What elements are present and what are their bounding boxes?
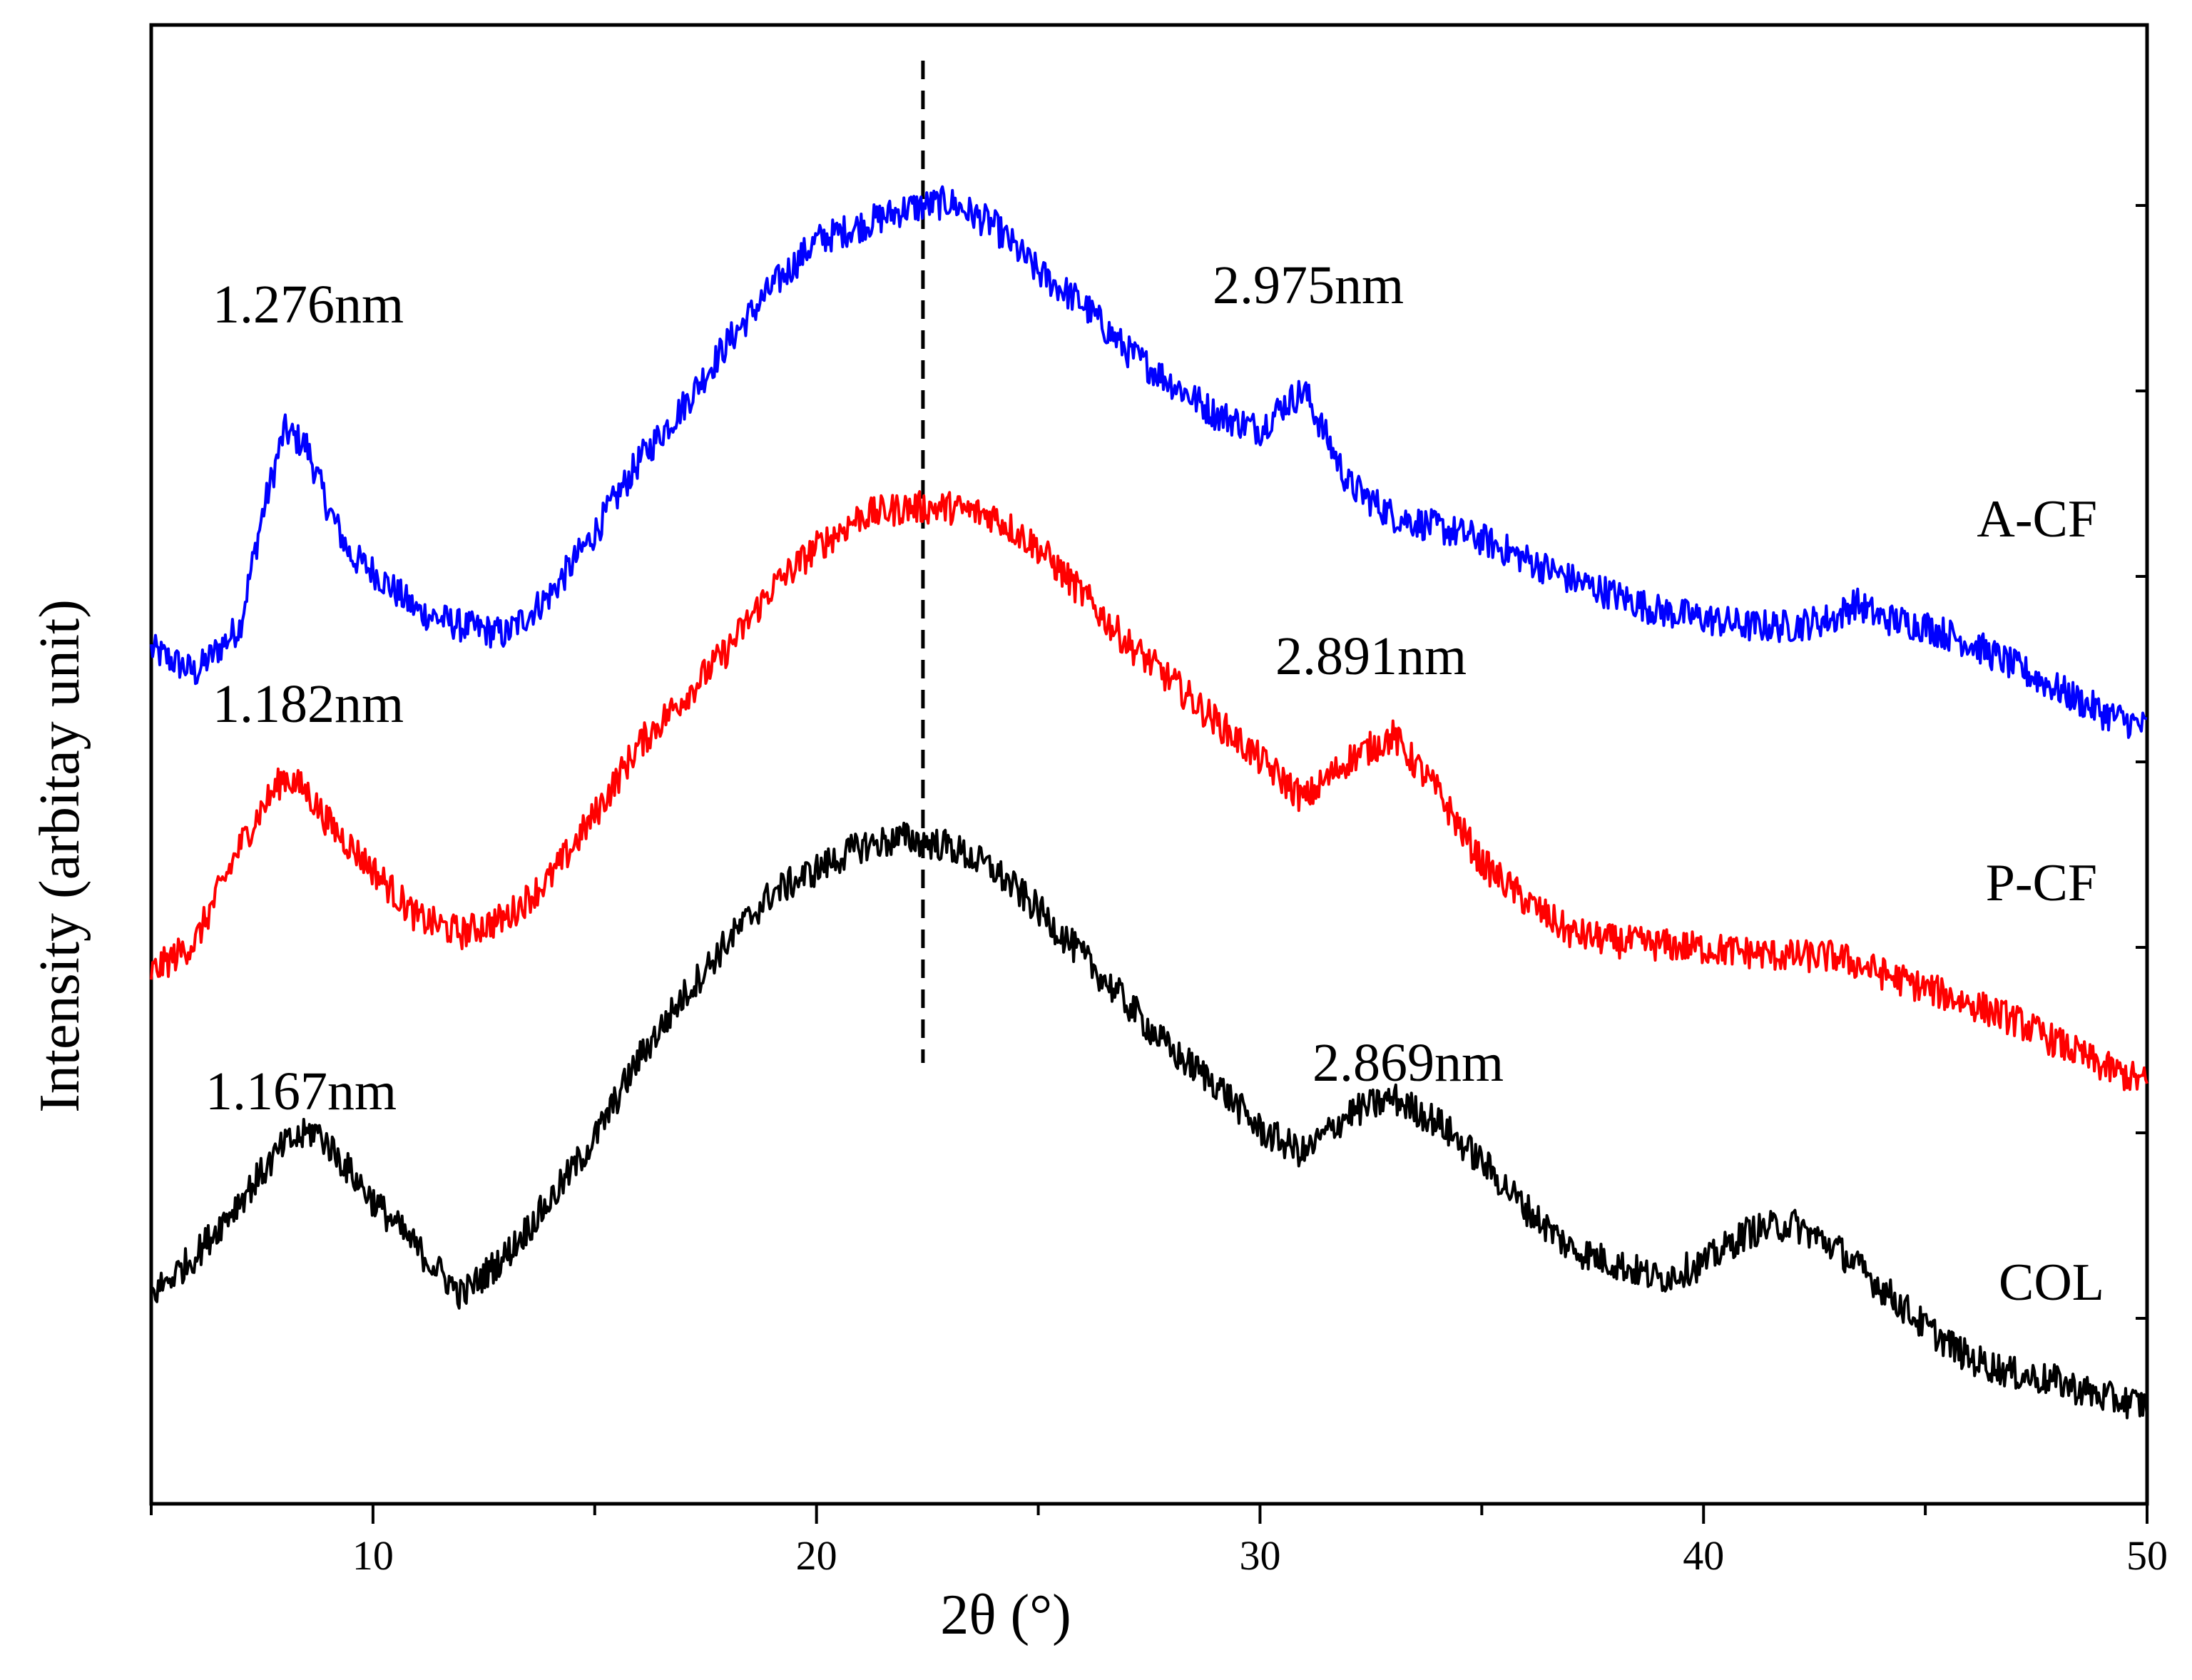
x-tick-label: 30 — [1239, 1532, 1280, 1579]
x-tick-label: 20 — [796, 1532, 837, 1579]
series-line-p-cf — [150, 490, 2148, 1091]
series-line-col — [150, 821, 2148, 1420]
series-label-p-cf: P-CF — [1986, 854, 2097, 912]
ticks-group: 10 20 30 40 50 — [150, 204, 2168, 1579]
annotation-col-peak2: 2.869nm — [1312, 1033, 1504, 1093]
x-axis-title: 2θ (°) — [940, 1584, 1071, 1646]
series-line-a-cf — [150, 185, 2148, 739]
annotation-col-peak1: 1.167nm — [205, 1062, 397, 1121]
plot-frame — [149, 23, 2149, 1506]
annotation-a-cf-peak2: 2.975nm — [1213, 255, 1404, 315]
series-label-a-cf: A-CF — [1977, 490, 2097, 549]
x-tick-label: 40 — [1683, 1532, 1724, 1579]
series-group — [150, 185, 2148, 1420]
series-label-col: COL — [1999, 1253, 2104, 1312]
x-tick-label: 10 — [352, 1532, 394, 1579]
annotation-p-cf-peak2: 2.891nm — [1275, 626, 1467, 686]
annotation-a-cf-peak1: 1.276nm — [213, 275, 404, 335]
y-axis-title: Intensity (arbitay unit) — [29, 599, 91, 1113]
annotation-p-cf-peak1: 1.182nm — [213, 674, 404, 734]
x-tick-label: 50 — [2126, 1532, 2168, 1579]
